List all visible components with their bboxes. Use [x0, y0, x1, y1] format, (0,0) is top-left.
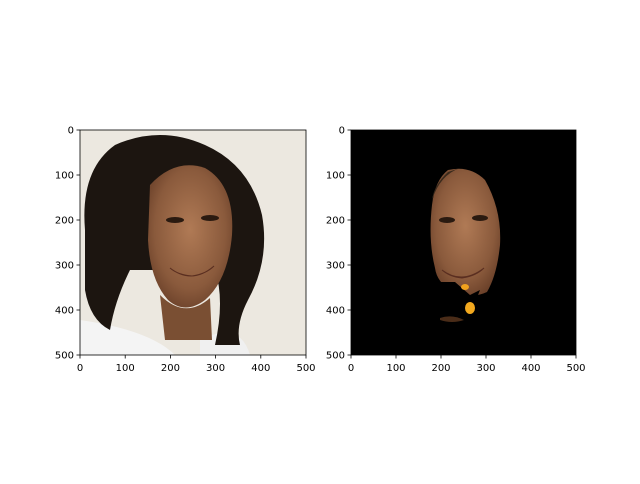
right-axes-frame	[350, 129, 577, 356]
left-xtick-label: 300	[206, 363, 225, 374]
left-ytick-label: 500	[55, 351, 74, 362]
left-ytick-label: 0	[68, 126, 74, 137]
right-xtick-label: 100	[386, 363, 405, 374]
left-xtick-label: 200	[161, 363, 180, 374]
right-xtick-label: 400	[521, 363, 540, 374]
right-xtick-label: 500	[566, 363, 585, 374]
right-ytick-label: 400	[326, 306, 345, 317]
left-ytick-label: 300	[55, 261, 74, 272]
right-ytick-label: 100	[326, 171, 345, 182]
left-xtick-label: 400	[251, 363, 270, 374]
left-image-panel	[80, 130, 306, 410]
left-ytick-label: 200	[55, 216, 74, 227]
left-xtick-label: 500	[296, 363, 315, 374]
right-ytick-label: 0	[339, 126, 345, 137]
right-xtick-label: 0	[348, 363, 354, 374]
right-xtick-label: 200	[431, 363, 450, 374]
left-photo-leaves	[116, 368, 282, 410]
right-image-panel	[351, 130, 576, 355]
left-ytick-label: 400	[55, 306, 74, 317]
right-ytick-label: 200	[326, 216, 345, 227]
left-photo-face	[148, 165, 233, 308]
left-axes-frame	[79, 129, 307, 356]
right-ytick-label: 300	[326, 261, 345, 272]
right-photo-face-segment	[430, 168, 501, 296]
right-ytick-label: 500	[326, 351, 345, 362]
left-xtick-label: 0	[77, 363, 83, 374]
right-xtick-label: 300	[476, 363, 495, 374]
left-photo-shirt	[80, 320, 175, 355]
left-ytick-label: 100	[55, 171, 74, 182]
left-xtick-label: 100	[116, 363, 135, 374]
